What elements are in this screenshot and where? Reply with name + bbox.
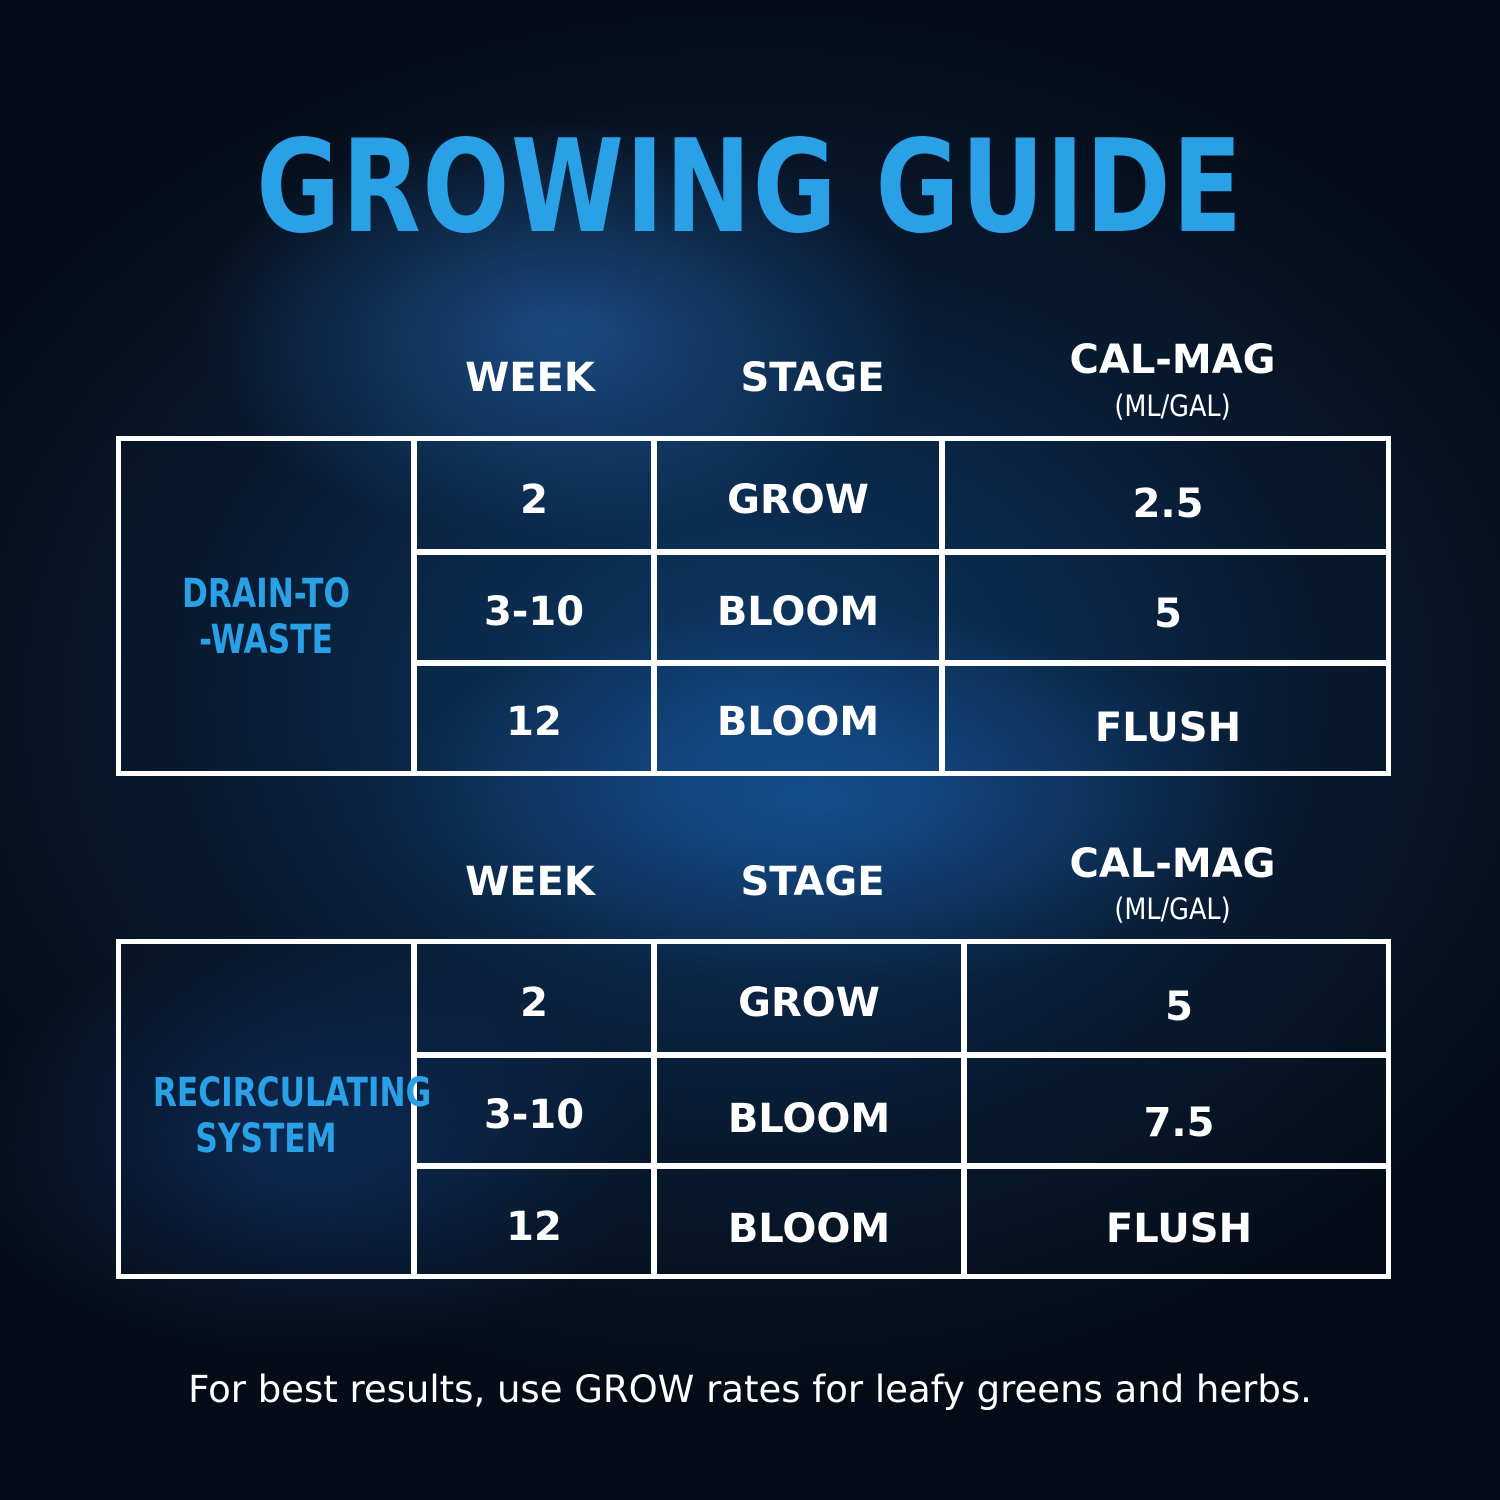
divider [651, 441, 657, 771]
header-calmag: CAL-MAG [1069, 337, 1276, 383]
calmag-cell: FLUSH [1094, 705, 1242, 751]
header-unit: (ML/GAL) [1114, 892, 1231, 926]
week-cell: 12 [506, 1204, 562, 1250]
calmag-cell: 5 [1154, 591, 1182, 637]
week-cell: 3-10 [483, 1092, 585, 1138]
stage-cell: BLOOM [727, 1096, 891, 1142]
week-cell: 12 [506, 699, 562, 745]
calmag-cell: FLUSH [1105, 1206, 1253, 1252]
divider [651, 944, 657, 1274]
header-stage: STAGE [740, 859, 885, 905]
stage-cell: BLOOM [716, 589, 880, 635]
page-title: GROWING GUIDE [256, 113, 1244, 262]
stage-cell: GROW [727, 477, 869, 523]
footnote: For best results, use GROW rates for lea… [188, 1368, 1312, 1411]
divider [411, 944, 417, 1274]
calmag-cell: 2.5 [1132, 481, 1204, 527]
week-cell: 2 [520, 980, 548, 1026]
header-unit: (ML/GAL) [1114, 389, 1231, 423]
header-stage: STAGE [740, 355, 885, 401]
calmag-cell: 5 [1165, 984, 1193, 1030]
system-label-line: RECIRCULATING [152, 1070, 432, 1116]
stage-cell: BLOOM [716, 699, 880, 745]
system-label: DRAIN-TO -WASTE [153, 571, 379, 663]
divider [939, 441, 945, 771]
week-cell: 2 [520, 477, 548, 523]
divider [411, 441, 417, 771]
stage-cell: BLOOM [727, 1206, 891, 1252]
divider [961, 944, 967, 1274]
header-week: WEEK [465, 859, 595, 905]
header-calmag: CAL-MAG [1069, 841, 1276, 887]
recirculating-system-table: RECIRCULATING SYSTEM 2 GROW 5 3-10 BLOOM… [116, 939, 1391, 1279]
system-label-line: SYSTEM [195, 1116, 337, 1162]
drain-to-waste-table: DRAIN-TO -WASTE 2 GROW 2.5 3-10 BLOOM 5 … [116, 436, 1391, 776]
week-cell: 3-10 [483, 589, 585, 635]
system-label: RECIRCULATING SYSTEM [152, 1070, 432, 1162]
divider [417, 1163, 1386, 1169]
header-week: WEEK [465, 355, 595, 401]
divider [417, 1052, 1386, 1058]
calmag-cell: 7.5 [1143, 1100, 1215, 1146]
stage-cell: GROW [738, 980, 880, 1026]
system-label-line: DRAIN-TO [182, 571, 350, 617]
divider [417, 549, 1386, 555]
divider [417, 660, 1386, 666]
system-label-line: -WASTE [199, 617, 333, 663]
